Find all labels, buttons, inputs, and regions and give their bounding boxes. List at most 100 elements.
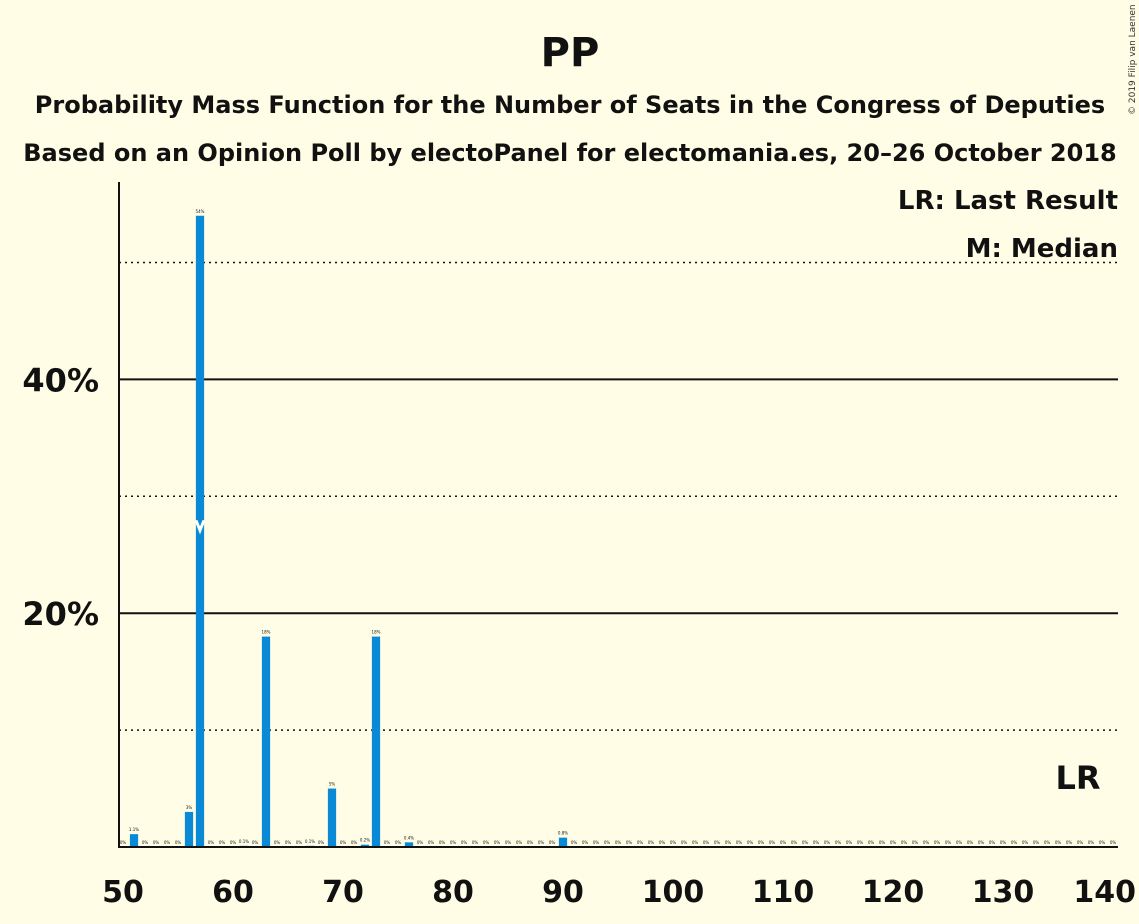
x-tick-70: 70 bbox=[322, 875, 364, 910]
bar-label-128: 0% bbox=[978, 840, 985, 845]
bar-label-124: 0% bbox=[934, 840, 941, 845]
bar-label-110: 0% bbox=[780, 840, 787, 845]
bar-label-95: 0% bbox=[615, 840, 622, 845]
chart-source: Based on an Opinion Poll by electoPanel … bbox=[23, 139, 1116, 167]
x-tick-labels: 50 60 70 80 90 100 110 120 130 140 bbox=[102, 875, 1136, 910]
bar-label-77: 0% bbox=[417, 840, 424, 845]
bar-label-93: 0% bbox=[593, 840, 600, 845]
bar-label-85: 0% bbox=[505, 840, 512, 845]
bar-label-78: 0% bbox=[428, 840, 435, 845]
bar-label-68: 0% bbox=[318, 840, 325, 845]
bar-label-119: 0% bbox=[879, 840, 886, 845]
bar-label-70: 0% bbox=[340, 840, 347, 845]
bar-label-89: 0% bbox=[549, 840, 556, 845]
bar-label-53: 0% bbox=[153, 840, 160, 845]
bar-label-61: 0.1% bbox=[239, 839, 249, 844]
bar-90 bbox=[558, 837, 568, 847]
bar-label-137: 0% bbox=[1077, 840, 1084, 845]
bar-label-86: 0% bbox=[516, 840, 523, 845]
median-marker bbox=[194, 519, 206, 535]
bar-label-84: 0% bbox=[494, 840, 501, 845]
y-tick-labels: 20% 40% bbox=[22, 361, 99, 633]
bars bbox=[129, 215, 568, 848]
bar-labels: 0% 1.1% 0% 0% 0% 0% 3% 54% 0% 0% 0% 0.1% 0% 18% 0% 0% 0%… bbox=[120, 209, 1117, 845]
bar-label-104: 0% bbox=[714, 840, 721, 845]
bar-label-64: 0% bbox=[274, 840, 281, 845]
x-tick-50: 50 bbox=[102, 875, 144, 910]
bar-69 bbox=[327, 788, 337, 847]
bar-label-112: 0% bbox=[802, 840, 809, 845]
bar-label-117: 0% bbox=[857, 840, 864, 845]
bar-label-88: 0% bbox=[538, 840, 545, 845]
bar-label-136: 0% bbox=[1066, 840, 1073, 845]
bar-label-138: 0% bbox=[1088, 840, 1095, 845]
bar-label-111: 0% bbox=[791, 840, 798, 845]
bar-label-63: 18% bbox=[262, 630, 271, 635]
bar-label-73: 18% bbox=[372, 630, 381, 635]
x-tick-90: 90 bbox=[542, 875, 584, 910]
bar-label-98: 0% bbox=[648, 840, 655, 845]
bar-label-125: 0% bbox=[945, 840, 952, 845]
bar-label-75: 0% bbox=[395, 840, 402, 845]
bar-label-50: 0% bbox=[120, 840, 127, 845]
bar-label-72: 0.2% bbox=[360, 838, 370, 843]
bar-label-130: 0% bbox=[1000, 840, 1007, 845]
bar-label-96: 0% bbox=[626, 840, 633, 845]
gridlines bbox=[119, 261, 1118, 731]
bar-label-79: 0% bbox=[439, 840, 446, 845]
bar-label-103: 0% bbox=[703, 840, 710, 845]
bar-51 bbox=[129, 834, 139, 847]
bar-label-66: 0% bbox=[296, 840, 303, 845]
bar-label-118: 0% bbox=[868, 840, 875, 845]
bar-label-90: 0.8% bbox=[558, 831, 568, 836]
bar-label-62: 0% bbox=[252, 840, 259, 845]
bar-label-58: 0% bbox=[208, 840, 215, 845]
bar-label-116: 0% bbox=[846, 840, 853, 845]
bar-label-102: 0% bbox=[692, 840, 699, 845]
x-tick-80: 80 bbox=[432, 875, 474, 910]
bar-56 bbox=[184, 811, 194, 847]
bar-label-132: 0% bbox=[1022, 840, 1029, 845]
bar-label-57: 54% bbox=[196, 209, 205, 214]
bar-label-100: 0% bbox=[670, 840, 677, 845]
x-tick-60: 60 bbox=[212, 875, 254, 910]
chart-title: PP bbox=[541, 30, 600, 76]
bar-label-114: 0% bbox=[824, 840, 831, 845]
x-tick-140: 140 bbox=[1073, 875, 1136, 910]
bar-label-59: 0% bbox=[219, 840, 226, 845]
bar-label-92: 0% bbox=[582, 840, 589, 845]
x-tick-110: 110 bbox=[752, 875, 815, 910]
bar-label-99: 0% bbox=[659, 840, 666, 845]
bar-label-83: 0% bbox=[483, 840, 490, 845]
y-tick-20: 20% bbox=[22, 595, 99, 633]
y-tick-40: 40% bbox=[22, 361, 99, 399]
bar-label-133: 0% bbox=[1033, 840, 1040, 845]
bar-label-82: 0% bbox=[472, 840, 479, 845]
bar-label-67: 0.1% bbox=[305, 839, 315, 844]
bar-label-109: 0% bbox=[769, 840, 776, 845]
copyright-note: © 2019 Filip van Laenen bbox=[1128, 4, 1138, 115]
bar-label-126: 0% bbox=[956, 840, 963, 845]
bar-label-131: 0% bbox=[1011, 840, 1018, 845]
bar-72 bbox=[360, 844, 370, 847]
bar-label-105: 0% bbox=[725, 840, 732, 845]
bar-label-139: 0% bbox=[1099, 840, 1106, 845]
bar-label-91: 0% bbox=[571, 840, 578, 845]
bar-label-135: 0% bbox=[1055, 840, 1062, 845]
bar-label-97: 0% bbox=[637, 840, 644, 845]
bar-label-107: 0% bbox=[747, 840, 754, 845]
bar-label-51: 1.1% bbox=[129, 827, 139, 832]
bar-label-55: 0% bbox=[175, 840, 182, 845]
bar-label-122: 0% bbox=[912, 840, 919, 845]
bar-label-127: 0% bbox=[967, 840, 974, 845]
bar-63 bbox=[261, 636, 271, 847]
bar-label-52: 0% bbox=[142, 840, 149, 845]
bar-label-113: 0% bbox=[813, 840, 820, 845]
bar-label-56: 3% bbox=[186, 805, 193, 810]
legend-median: M: Median bbox=[966, 234, 1118, 264]
bar-label-115: 0% bbox=[835, 840, 842, 845]
bar-label-129: 0% bbox=[989, 840, 996, 845]
chart-subtitle: Probability Mass Function for the Number… bbox=[35, 91, 1105, 119]
bar-label-121: 0% bbox=[901, 840, 908, 845]
